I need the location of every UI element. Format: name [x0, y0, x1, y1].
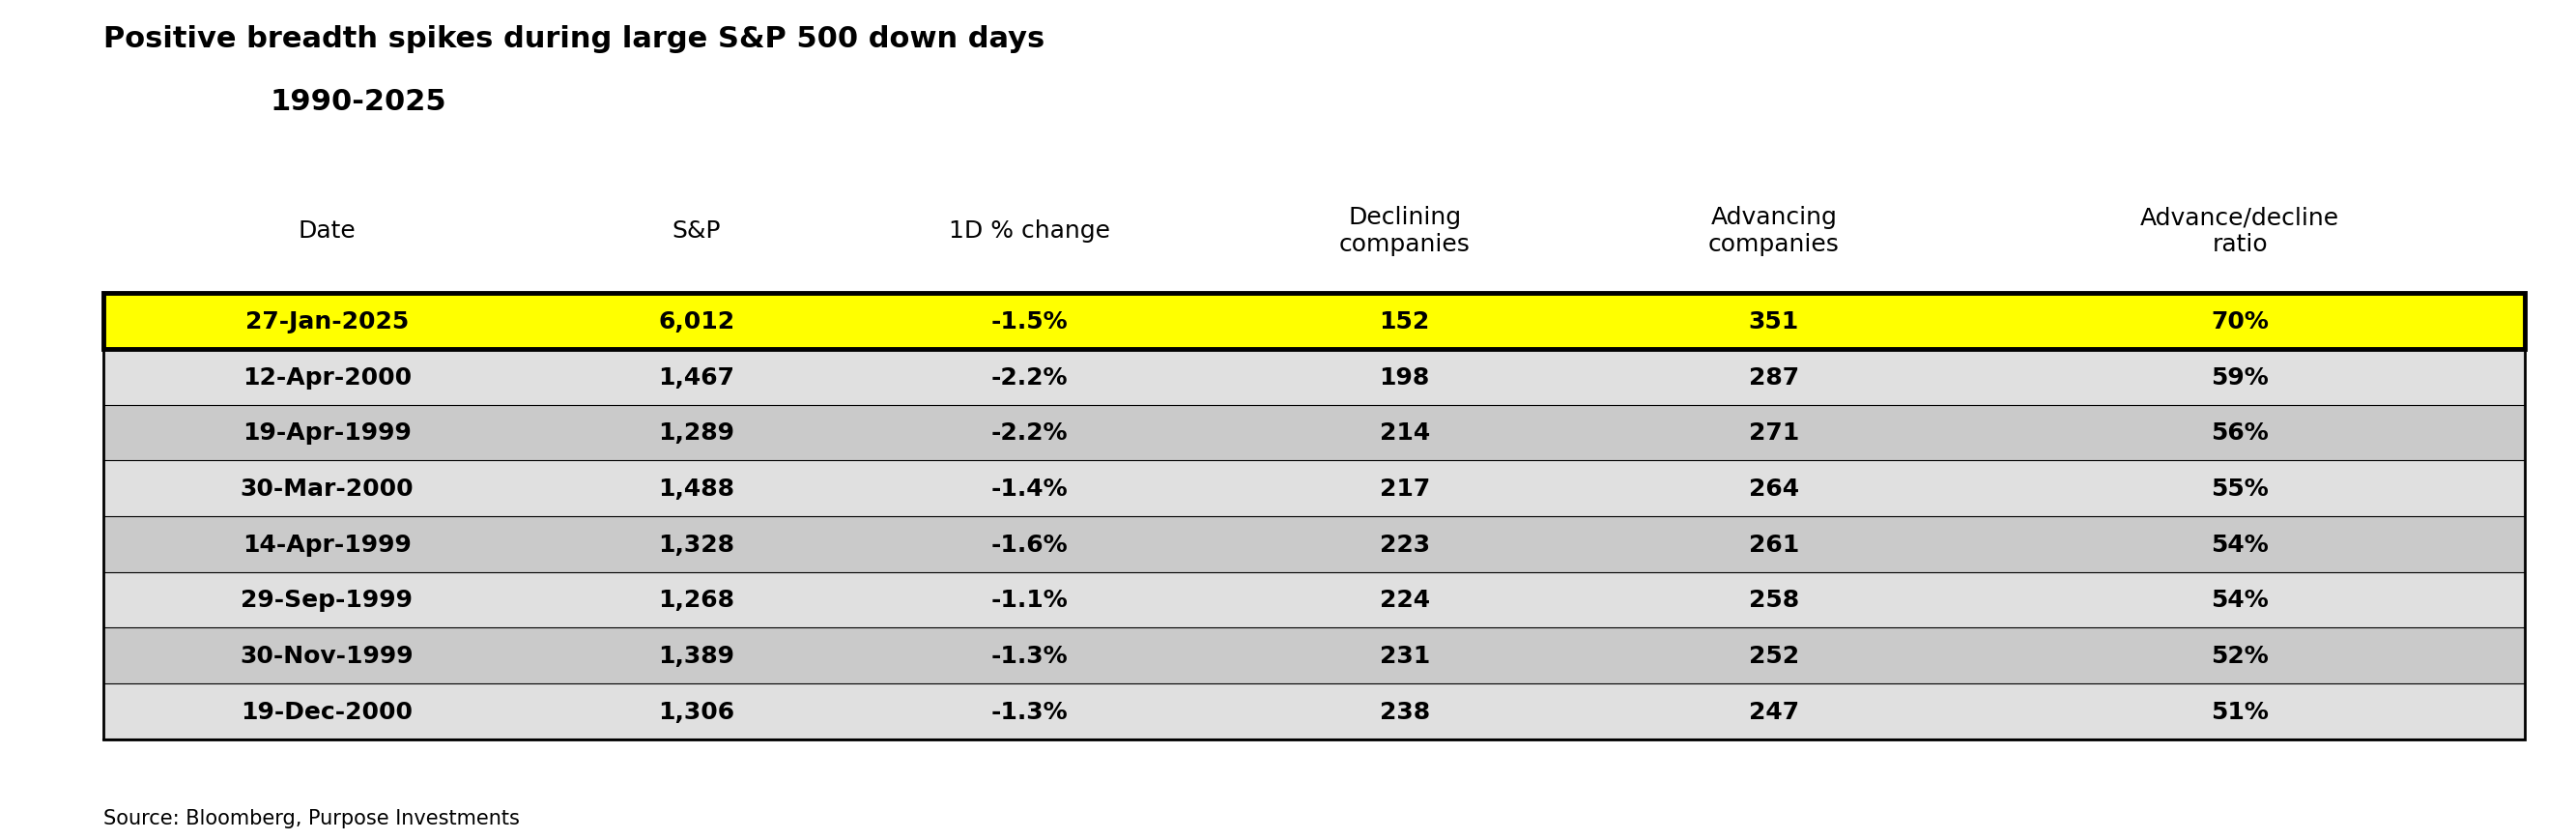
Text: 217: 217	[1378, 477, 1430, 500]
Text: 238: 238	[1378, 700, 1430, 723]
Text: Advancing
companies: Advancing companies	[1708, 206, 1839, 256]
Text: -1.1%: -1.1%	[992, 588, 1069, 612]
Text: 1,268: 1,268	[657, 588, 734, 612]
Text: 264: 264	[1749, 477, 1798, 500]
Text: 214: 214	[1378, 422, 1430, 444]
Text: 54%: 54%	[2210, 533, 2269, 556]
Text: 224: 224	[1378, 588, 1430, 612]
Text: -2.2%: -2.2%	[992, 422, 1066, 444]
Text: 70%: 70%	[2210, 310, 2269, 333]
Text: Source: Bloomberg, Purpose Investments: Source: Bloomberg, Purpose Investments	[103, 808, 520, 827]
Text: 29-Sep-1999: 29-Sep-1999	[242, 588, 412, 612]
Text: 231: 231	[1378, 644, 1430, 667]
Text: -1.4%: -1.4%	[992, 477, 1066, 500]
Text: 14-Apr-1999: 14-Apr-1999	[242, 533, 412, 556]
Text: 19-Apr-1999: 19-Apr-1999	[242, 422, 412, 444]
Text: 152: 152	[1378, 310, 1430, 333]
Text: -1.3%: -1.3%	[992, 700, 1066, 723]
Text: 1,467: 1,467	[657, 365, 734, 389]
Text: 247: 247	[1749, 700, 1798, 723]
Text: 19-Dec-2000: 19-Dec-2000	[242, 700, 412, 723]
Text: 271: 271	[1749, 422, 1798, 444]
Text: Date: Date	[299, 219, 355, 243]
Text: 1,488: 1,488	[657, 477, 734, 500]
Text: 1990-2025: 1990-2025	[270, 88, 448, 116]
Text: 54%: 54%	[2210, 588, 2269, 612]
Text: 52%: 52%	[2210, 644, 2269, 667]
Text: 1,389: 1,389	[657, 644, 734, 667]
Text: 59%: 59%	[2210, 365, 2269, 389]
Text: 261: 261	[1749, 533, 1798, 556]
Text: 30-Mar-2000: 30-Mar-2000	[240, 477, 415, 500]
Text: 1D % change: 1D % change	[948, 219, 1110, 243]
Text: 351: 351	[1749, 310, 1798, 333]
Text: 1,328: 1,328	[657, 533, 734, 556]
Text: 27-Jan-2025: 27-Jan-2025	[245, 310, 410, 333]
Text: 287: 287	[1749, 365, 1798, 389]
Text: 198: 198	[1378, 365, 1430, 389]
Text: 55%: 55%	[2210, 477, 2269, 500]
Text: 30-Nov-1999: 30-Nov-1999	[240, 644, 415, 667]
Text: 56%: 56%	[2210, 422, 2269, 444]
Text: 252: 252	[1749, 644, 1798, 667]
Text: 6,012: 6,012	[657, 310, 734, 333]
Text: 223: 223	[1378, 533, 1430, 556]
Text: 12-Apr-2000: 12-Apr-2000	[242, 365, 412, 389]
Text: 51%: 51%	[2210, 700, 2269, 723]
Text: -1.6%: -1.6%	[992, 533, 1066, 556]
Text: 1,289: 1,289	[657, 422, 734, 444]
Text: -2.2%: -2.2%	[992, 365, 1066, 389]
Text: 1,306: 1,306	[657, 700, 734, 723]
Text: 258: 258	[1749, 588, 1798, 612]
Text: Advance/decline
ratio: Advance/decline ratio	[2141, 206, 2339, 256]
Text: -1.3%: -1.3%	[992, 644, 1066, 667]
Text: Declining
companies: Declining companies	[1340, 206, 1471, 256]
Text: -1.5%: -1.5%	[992, 310, 1066, 333]
Text: Positive breadth spikes during large S&P 500 down days: Positive breadth spikes during large S&P…	[103, 25, 1043, 53]
Text: S&P: S&P	[672, 219, 721, 243]
